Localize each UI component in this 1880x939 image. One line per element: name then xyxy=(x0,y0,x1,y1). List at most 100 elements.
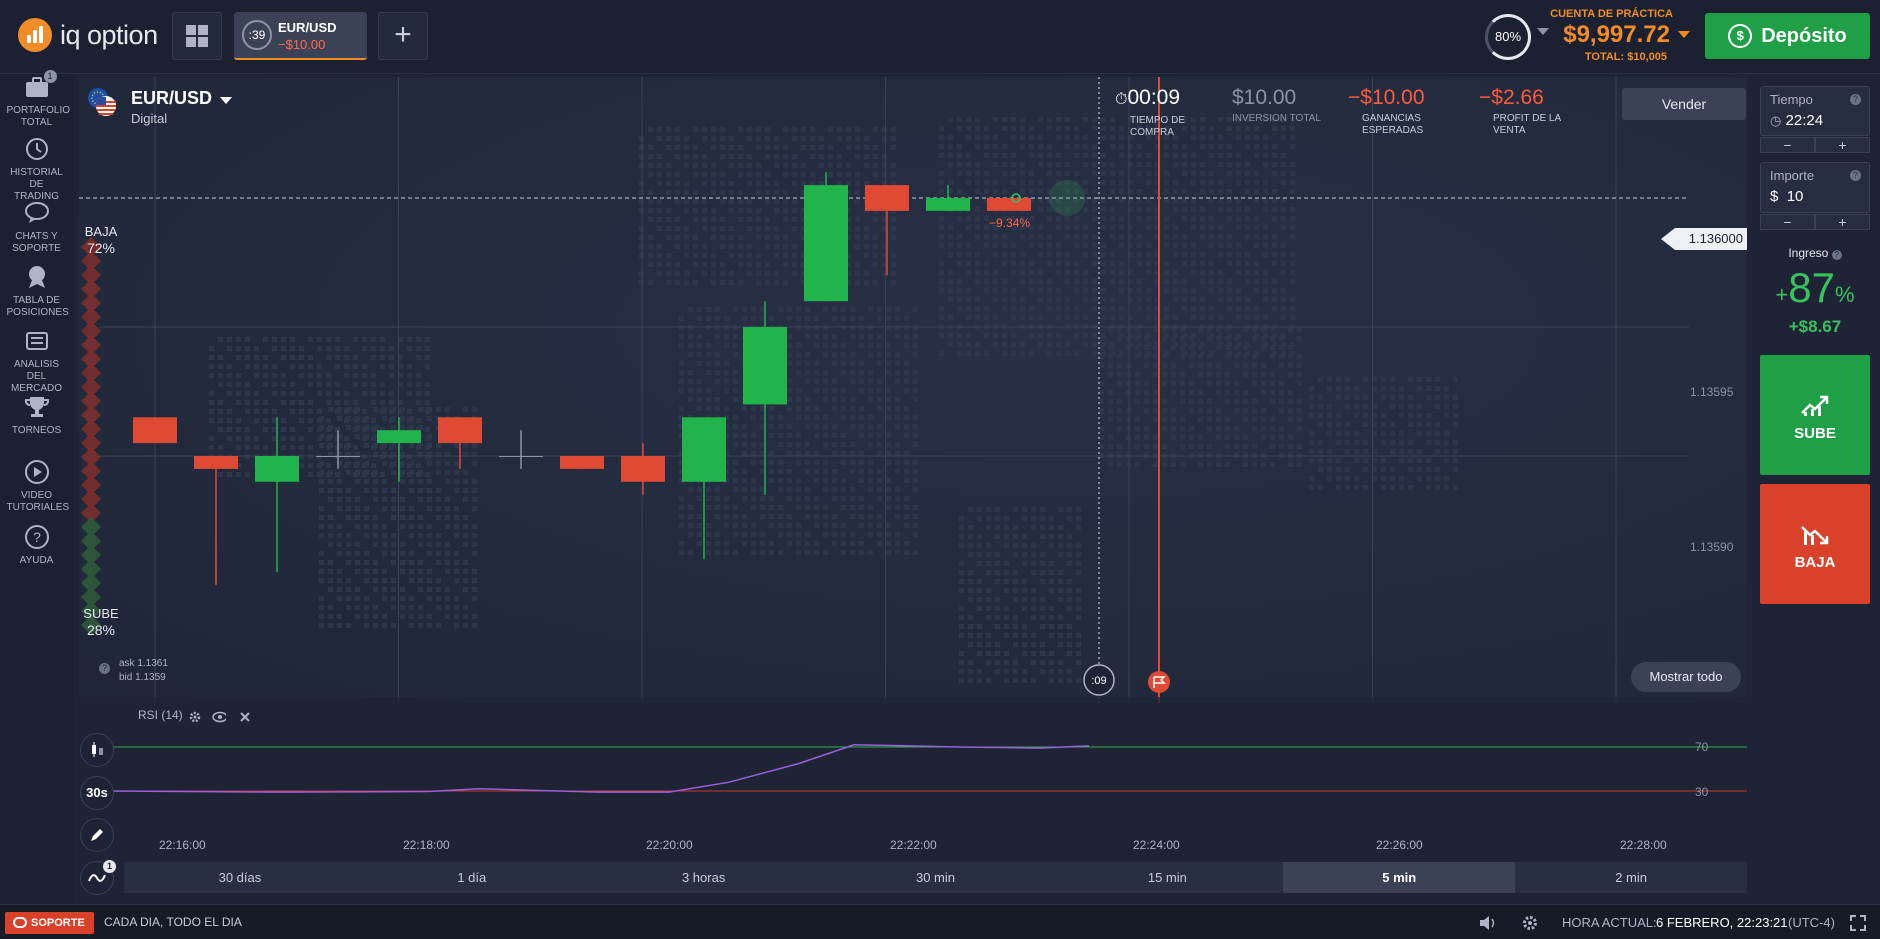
fullscreen-icon[interactable] xyxy=(1850,915,1866,931)
amount-input[interactable]: 10 xyxy=(1786,188,1804,205)
speaker-icon[interactable] xyxy=(1478,914,1498,932)
sidebar-item-videos[interactable]: VIDEO TUTORIALES xyxy=(0,459,73,514)
map-dot xyxy=(895,397,900,402)
question-icon[interactable]: ? xyxy=(99,663,110,674)
map-dot xyxy=(873,217,878,222)
payout-ring[interactable]: 80% xyxy=(1485,14,1531,60)
add-tab-button[interactable]: + xyxy=(378,12,428,60)
show-all-button[interactable]: Mostrar todo xyxy=(1631,662,1741,692)
map-dot xyxy=(1110,189,1115,194)
deposit-button[interactable]: $ Depósito xyxy=(1705,13,1870,59)
chevron-down-icon[interactable] xyxy=(220,97,232,110)
map-dot xyxy=(751,442,756,447)
interval-button[interactable]: 30s xyxy=(80,776,114,810)
chevron-down-icon[interactable] xyxy=(1678,31,1690,44)
amount-minus-button[interactable]: − xyxy=(1760,214,1815,230)
map-dot xyxy=(966,171,971,176)
map-dot xyxy=(364,596,369,601)
map-dot xyxy=(1270,426,1275,431)
map-dot xyxy=(891,181,896,186)
map-dot xyxy=(1272,144,1277,149)
amount-plus-button[interactable]: + xyxy=(1815,214,1870,230)
timeframe-1-day[interactable]: 1 día xyxy=(457,870,487,885)
map-dot xyxy=(993,189,998,194)
support-button[interactable]: SOPORTE xyxy=(5,912,94,934)
sidebar-item-chats[interactable]: CHATS Y SOPORTE xyxy=(0,200,73,255)
question-icon[interactable]: ? xyxy=(1831,250,1842,260)
map-dot xyxy=(792,154,797,159)
map-dot xyxy=(939,189,944,194)
map-dot xyxy=(1227,207,1232,212)
timeframe-3-hours[interactable]: 3 horas xyxy=(681,870,726,885)
expiry-minus-button[interactable]: − xyxy=(1760,137,1815,153)
map-dot xyxy=(751,406,756,411)
map-dot xyxy=(1426,485,1431,490)
map-dot xyxy=(1408,440,1413,445)
map-dot xyxy=(436,587,441,592)
timeframe-2-min[interactable]: 2 min xyxy=(1615,870,1647,885)
map-dot xyxy=(648,262,653,267)
indicators-button[interactable]: 1 xyxy=(80,860,116,895)
map-dot xyxy=(774,244,779,249)
map-dot xyxy=(666,181,671,186)
map-dot xyxy=(346,470,351,475)
map-dot xyxy=(427,623,432,628)
expiry-plus-button[interactable]: + xyxy=(1815,137,1870,153)
map-dot xyxy=(1182,153,1187,158)
map-dot xyxy=(436,596,441,601)
sidebar-item-analysis[interactable]: ANALISIS DEL MERCADO xyxy=(0,328,73,395)
sidebar-item-tournaments[interactable]: TORNEOS xyxy=(0,394,73,437)
close-icon[interactable] xyxy=(238,710,252,724)
grid-icon[interactable] xyxy=(172,12,222,60)
gear-icon[interactable] xyxy=(188,710,202,724)
map-dot xyxy=(868,334,873,339)
put-down-button[interactable]: BAJA xyxy=(1760,484,1870,604)
asset-tab[interactable]: :39 EUR/USD −$10.00 xyxy=(234,12,367,60)
map-dot xyxy=(326,463,331,468)
sidebar-item-help[interactable]: ? AYUDA xyxy=(0,524,73,567)
map-dot xyxy=(1002,189,1007,194)
call-up-button[interactable]: SUBE xyxy=(1760,355,1870,475)
map-dot xyxy=(841,487,846,492)
map-dot xyxy=(823,307,828,312)
map-dot xyxy=(1236,207,1241,212)
amount-field[interactable]: Importe ? $ 10 xyxy=(1760,162,1870,213)
map-dot xyxy=(1381,386,1386,391)
map-dot xyxy=(1029,306,1034,311)
map-dot xyxy=(1209,135,1214,140)
map-dot xyxy=(1020,216,1025,221)
map-dot xyxy=(729,244,734,249)
map-dot xyxy=(1399,476,1404,481)
account-balance[interactable]: $9,997.72 xyxy=(1563,21,1670,48)
map-dot xyxy=(1290,252,1295,257)
map-dot xyxy=(355,497,360,502)
sell-button[interactable]: Vender xyxy=(1622,88,1746,120)
map-dot xyxy=(362,373,367,378)
gear-icon[interactable] xyxy=(1521,914,1539,932)
map-dot xyxy=(472,443,477,448)
map-dot xyxy=(463,623,468,628)
account-type-label[interactable]: CUENTA DE PRÁCTICA xyxy=(1550,8,1673,20)
map-dot xyxy=(1029,333,1034,338)
drawing-tools-button[interactable] xyxy=(80,818,114,852)
sidebar-item-leaderboard[interactable]: TABLA DE POSICIONES xyxy=(0,264,73,319)
price-chart[interactable]: −9.34%:09 EUR/USD Digital BAJA 72% SUBE … xyxy=(79,77,1747,703)
timeframe-5-min[interactable]: 5 min xyxy=(1283,862,1516,893)
chart-type-button[interactable] xyxy=(80,733,114,767)
question-icon[interactable]: ? xyxy=(1850,94,1861,105)
map-dot xyxy=(1281,270,1286,275)
chevron-down-icon[interactable] xyxy=(1537,28,1549,41)
question-icon[interactable]: ? xyxy=(1850,170,1861,181)
timeframe-30-days[interactable]: 30 días xyxy=(218,870,262,885)
sidebar-item-history[interactable]: HISTORIAL DE TRADING xyxy=(0,136,73,203)
timeframe-15-min[interactable]: 15 min xyxy=(1147,870,1187,885)
eye-icon[interactable] xyxy=(212,710,226,724)
map-dot xyxy=(337,416,342,421)
logo[interactable]: iq option xyxy=(18,18,158,52)
sidebar-item-portfolio[interactable]: 1 PORTAFOLIO TOTAL xyxy=(0,70,73,129)
map-dot xyxy=(742,424,747,429)
map-dot xyxy=(1074,315,1079,320)
map-dot xyxy=(427,506,432,511)
expiry-time-field[interactable]: Tiempo ? ◷ 22:24 xyxy=(1760,86,1870,136)
timeframe-30-min[interactable]: 30 min xyxy=(915,870,956,885)
